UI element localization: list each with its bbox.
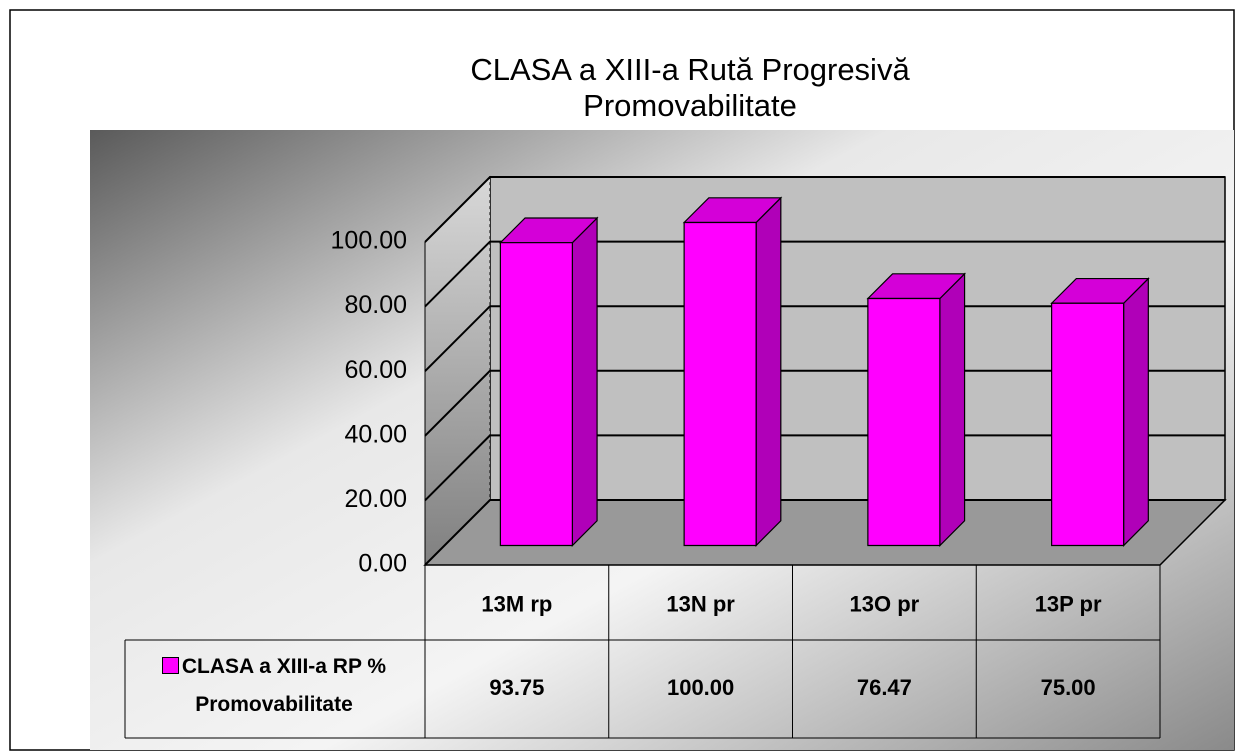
y-tick-label: 100.00	[331, 227, 407, 255]
x-tick-label: 13N pr	[666, 591, 735, 616]
grid-line	[424, 499, 1225, 566]
grid-line	[424, 305, 1225, 372]
y-tick-label: 40.00	[344, 420, 407, 448]
grid-line	[424, 434, 1225, 502]
y-tick-label: 80.00	[344, 291, 407, 319]
y-tick-label: 60.00	[344, 356, 407, 384]
bar	[683, 221, 757, 547]
legend-swatch	[161, 657, 179, 674]
y-tick-label: 0.00	[358, 550, 407, 578]
grid-line	[424, 240, 1225, 308]
x-tick-label: 13P pr	[1035, 591, 1102, 616]
bar-side	[571, 216, 598, 547]
x-tick-label: 13M rp	[481, 591, 552, 616]
table-value: 76.47	[857, 675, 912, 700]
bar-side	[755, 196, 782, 547]
legend-label: CLASA a XIII-a RP % Promovabilitate	[181, 655, 387, 716]
bar	[867, 297, 941, 547]
legend: CLASA a XIII-a RP % Promovabilitate	[128, 648, 420, 724]
chart-title: CLASA a XIII-a Rută Progresivă Promovabi…	[470, 52, 910, 123]
table-value: 93.75	[489, 675, 544, 700]
grid-line	[424, 369, 1225, 437]
y-tick-label: 20.00	[344, 485, 407, 513]
side-wall	[424, 175, 491, 567]
bar	[499, 242, 573, 547]
table-value: 75.00	[1041, 675, 1096, 700]
x-tick-label: 13O pr	[850, 591, 920, 616]
grid-line	[424, 176, 1225, 243]
bar-side	[1123, 277, 1149, 547]
bar-side	[939, 272, 966, 547]
table-value: 100.00	[667, 675, 734, 700]
bar	[1051, 302, 1125, 547]
